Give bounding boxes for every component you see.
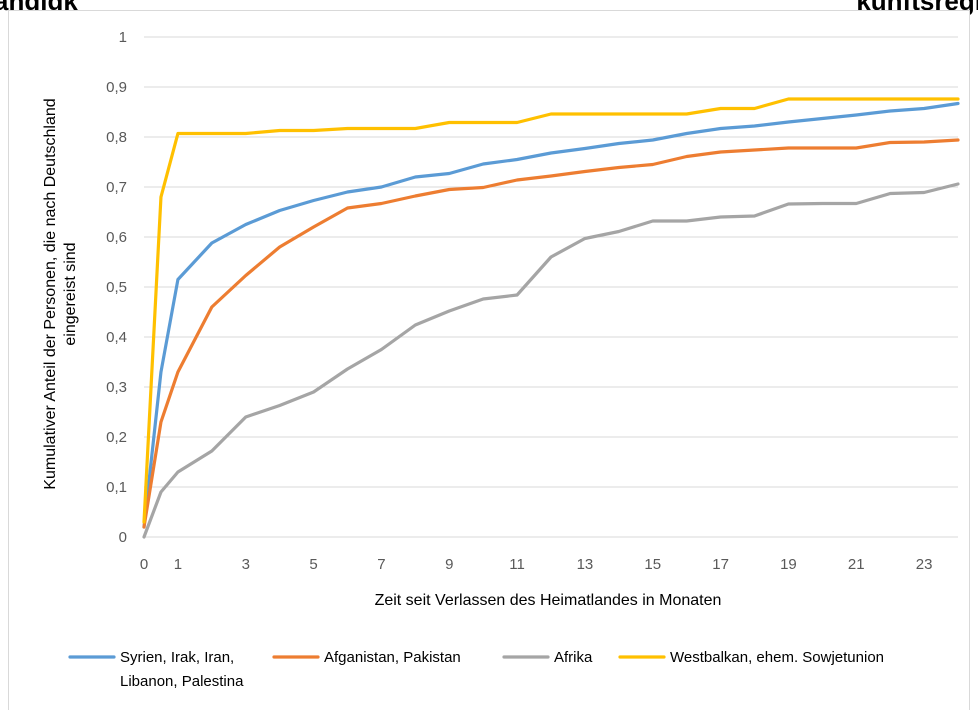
series-line-4: [142, 97, 960, 524]
legend-label: Westbalkan, ehem. Sowjetunion: [670, 649, 884, 666]
y-tick-label: 0,2: [106, 429, 127, 446]
y-tick-label: 0,8: [106, 129, 127, 146]
y-tick-label: 0: [119, 529, 127, 546]
x-tick-label: 3: [242, 556, 250, 573]
series-line-2: [142, 138, 960, 529]
legend-item: Westbalkan, ehem. Sowjetunion: [618, 649, 884, 666]
y-tick-label: 0,1: [106, 479, 127, 496]
gridlines: [144, 36, 958, 538]
y-tick-label: 0,5: [106, 279, 127, 296]
y-axis-title: Kumulativer Anteil der Personen, die nac…: [42, 98, 79, 489]
x-tick-label: 13: [577, 556, 594, 573]
legend-item: Afganistan, Pakistan: [272, 649, 461, 666]
y-axis-title-line: eingereist sind: [62, 242, 79, 345]
x-tick-label: 5: [309, 556, 317, 573]
x-axis-tick-labels: 0 1 3 5 7 9 11 13 15 17 19 21 23: [140, 556, 933, 573]
x-tick-label: 0: [140, 556, 148, 573]
y-axis-title-line: Kumulativer Anteil der Personen, die nac…: [42, 98, 59, 489]
x-tick-label: 15: [644, 556, 661, 573]
x-tick-label: 9: [445, 556, 453, 573]
x-tick-label: 1: [174, 556, 182, 573]
y-tick-label: 0,3: [106, 379, 127, 396]
legend-item: Afrika: [502, 649, 593, 666]
series-lines: [142, 97, 960, 539]
x-tick-label: 21: [848, 556, 865, 573]
series-line-3: [142, 182, 960, 539]
y-tick-label: 0,7: [106, 179, 127, 196]
x-tick-label: 19: [780, 556, 797, 573]
legend-item: Syrien, Irak, Iran, Libanon, Palestina: [68, 649, 244, 690]
y-tick-label: 0,9: [106, 79, 127, 96]
legend-label: Afrika: [554, 649, 593, 666]
legend-label: Afganistan, Pakistan: [324, 649, 461, 666]
chart-frame: [8, 10, 970, 710]
x-tick-label: 11: [509, 556, 525, 573]
y-tick-label: 1: [119, 29, 127, 46]
y-axis-tick-labels: 0 0,1 0,2 0,3 0,4 0,5 0,6 0,7 0,8 0,9 1: [106, 29, 127, 546]
legend: Syrien, Irak, Iran, Libanon, Palestina Afg…: [68, 649, 884, 690]
legend-label: Libanon, Palestina: [120, 673, 244, 690]
legend-label: Syrien, Irak, Iran,: [120, 649, 234, 666]
series-line-1: [142, 101, 960, 529]
y-tick-label: 0,4: [106, 329, 127, 346]
x-tick-label: 17: [712, 556, 729, 573]
y-tick-label: 0,6: [106, 229, 127, 246]
x-tick-label: 23: [916, 556, 933, 573]
x-tick-label: 7: [377, 556, 385, 573]
x-axis-title: Zeit seit Verlassen des Heimatlandes in …: [375, 592, 722, 609]
